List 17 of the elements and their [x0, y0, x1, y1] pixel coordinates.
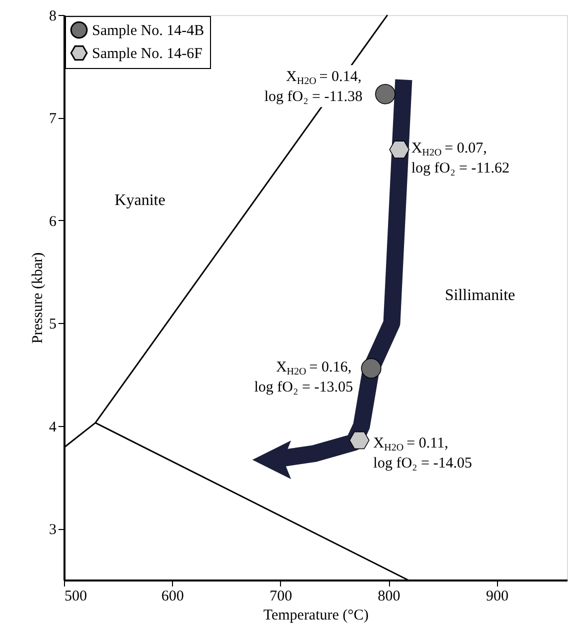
legend-label: Sample No. 14-6F — [92, 46, 202, 62]
y-tick-label: 4 — [49, 419, 57, 436]
annotation: Sillimanite — [444, 287, 516, 304]
x-axis-title: Temperature (°C) — [263, 608, 369, 624]
x-tick-label: 800 — [378, 588, 400, 604]
y-axis-title: Pressure (kbar) — [30, 252, 46, 344]
y-tick-label: 5 — [49, 316, 56, 333]
y-tick-label: 6 — [49, 214, 57, 230]
y-tick-label: 8 — [49, 8, 56, 24]
x-tick-label: 600 — [161, 588, 184, 604]
y-tick-label: 7 — [49, 111, 57, 128]
x-tick-label: 700 — [270, 588, 292, 604]
y-tick-label: 3 — [49, 522, 56, 538]
x-tick-label: 500 — [64, 588, 87, 604]
annotation: Kyanite — [114, 192, 166, 209]
legend-label: Sample No. 14-4B — [92, 23, 204, 39]
x-tick-label: 900 — [486, 588, 508, 604]
